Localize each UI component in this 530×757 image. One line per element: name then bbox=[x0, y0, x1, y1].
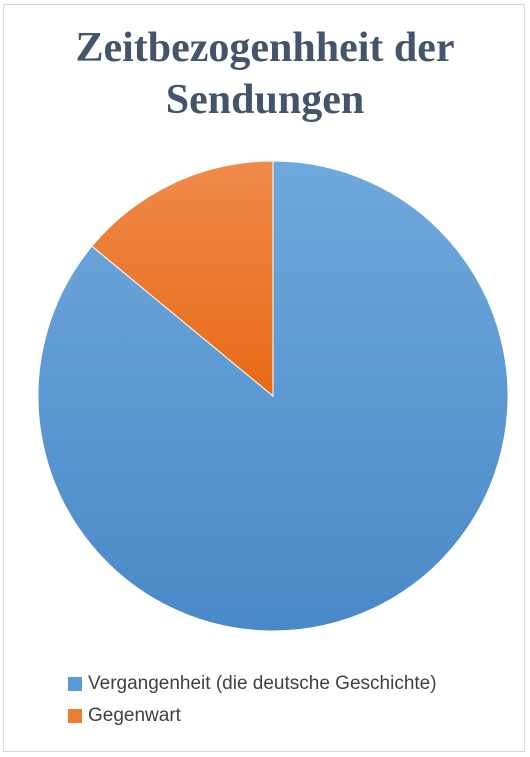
pie-slices bbox=[37, 160, 509, 632]
pie-slice-gegenwart bbox=[91, 160, 274, 398]
chart-title-line-2: Sendungen bbox=[165, 77, 365, 123]
chart-title: Zeitbezogenhheit der Sendungen bbox=[0, 22, 530, 126]
legend-item-gegenwart: Gegenwart bbox=[68, 702, 437, 730]
legend-label-gegenwart: Gegenwart bbox=[88, 705, 181, 726]
legend-swatch-gegenwart bbox=[68, 709, 82, 723]
legend-swatch-vergangenheit bbox=[68, 677, 82, 691]
legend: Vergangenheit (die deutsche Geschichte) … bbox=[68, 670, 437, 734]
legend-item-vergangenheit: Vergangenheit (die deutsche Geschichte) bbox=[68, 670, 437, 698]
legend-label-vergangenheit: Vergangenheit (die deutsche Geschichte) bbox=[88, 673, 437, 694]
chart-title-line-1: Zeitbezogenhheit der bbox=[75, 25, 455, 71]
